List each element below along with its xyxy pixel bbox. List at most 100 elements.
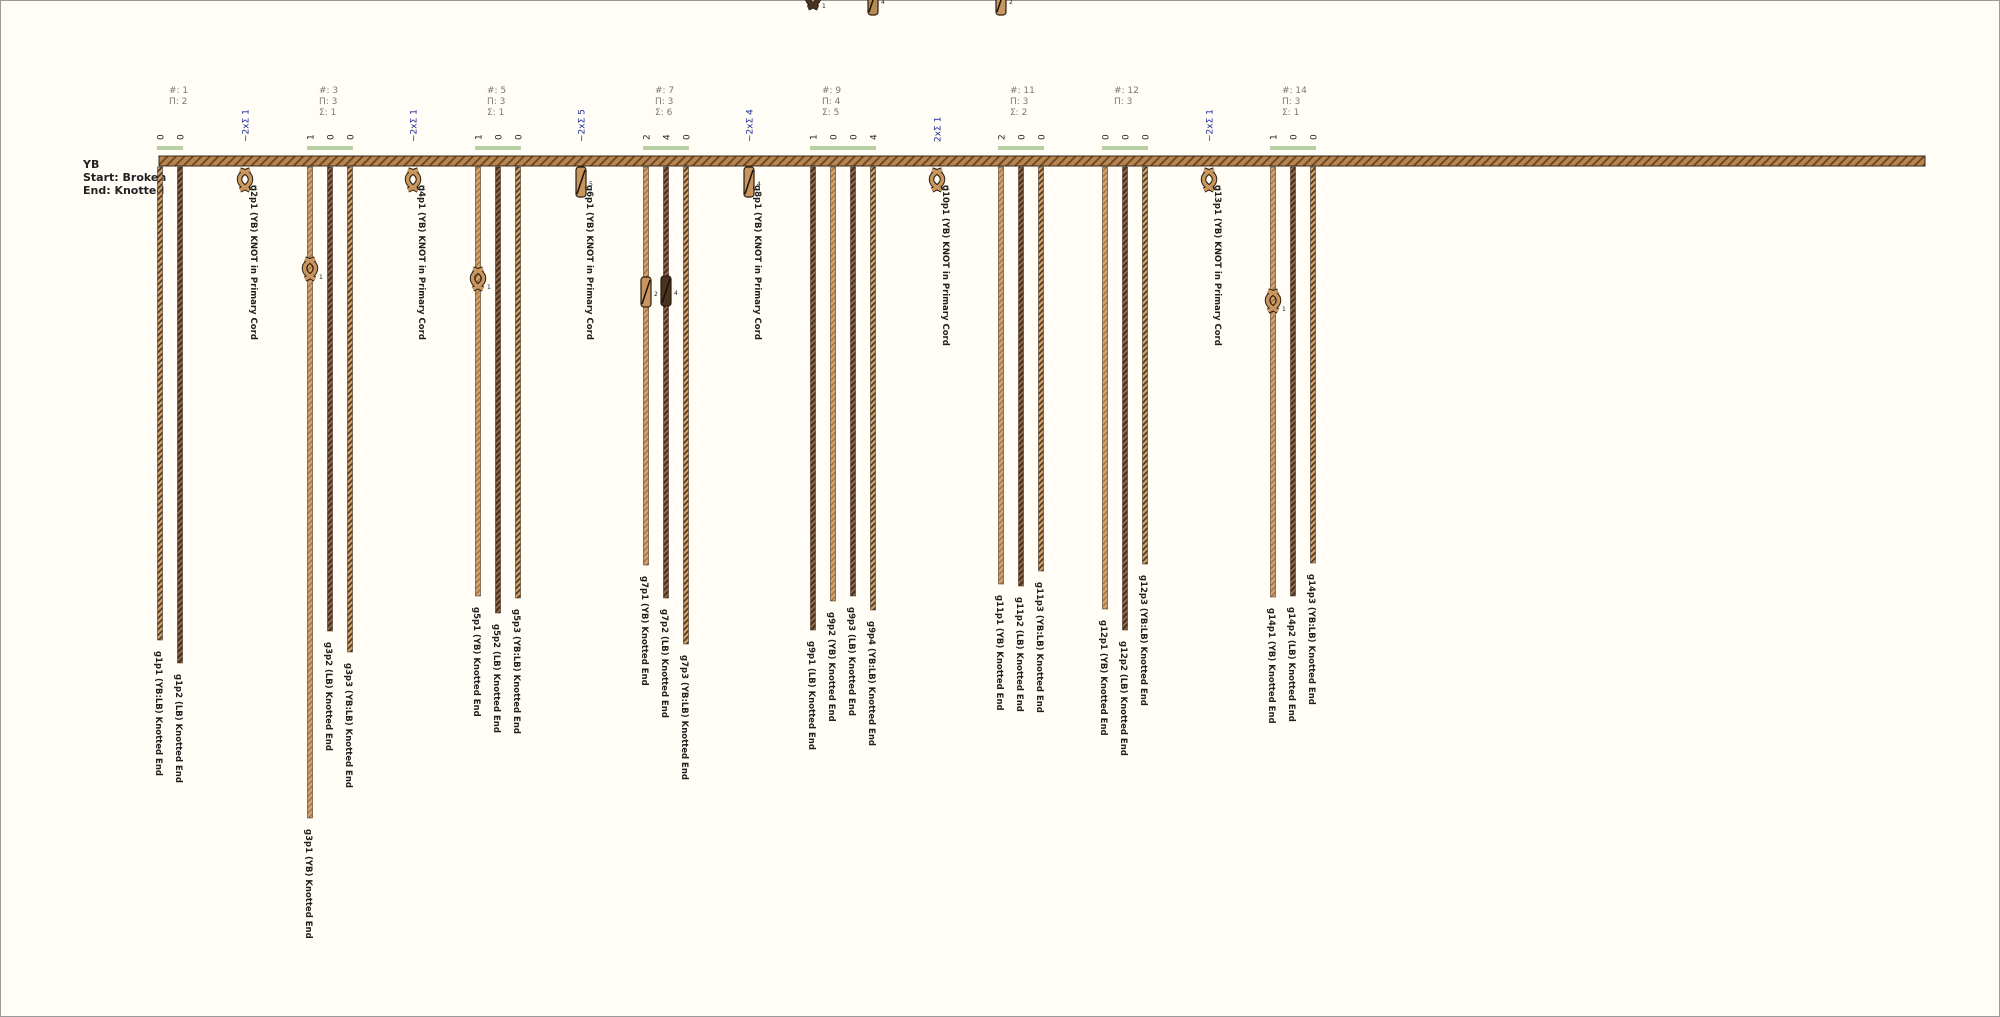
figure8-knot: 1: [469, 266, 491, 292]
knot-fill: [1265, 289, 1281, 313]
knot-count: 2: [1009, 0, 1013, 6]
cord-line: [1122, 166, 1128, 631]
cord-label: g5p2 (LB) Knotted End: [491, 624, 501, 733]
cord-value: 0: [1102, 134, 1112, 140]
group-stat: Σ: 1: [319, 108, 336, 118]
group-stat: #: 7: [655, 86, 674, 96]
cord-label: g9p2 (YB) Knotted End: [826, 612, 836, 722]
knot-stripe: [744, 169, 754, 195]
cord-label: g9p1 (LB) Knotted End: [806, 641, 816, 750]
cord-line: [327, 166, 333, 632]
cord-line: [1018, 166, 1024, 587]
group-marker: [643, 146, 689, 150]
knot-body: [995, 0, 1007, 16]
cord-value: 0: [515, 134, 525, 140]
long-knot: 4: [660, 275, 678, 307]
knot-fill: [405, 168, 421, 192]
figure8-knot: 1: [1264, 288, 1286, 314]
cord-line: [307, 166, 313, 819]
pendant-cord: g12p2 (LB) Knotted End: [1118, 166, 1128, 756]
cord-value: 1: [307, 134, 317, 140]
pendant-cord: 4 g9p4 (YB:LB) Knotted End: [866, 0, 885, 746]
group-marker: [1102, 146, 1148, 150]
pendant-cord: g11p2 (LB) Knotted End: [1014, 166, 1024, 712]
cord-value: 0: [495, 134, 505, 140]
pendant-cord: g12p3 (YB:LB) Knotted End: [1138, 166, 1148, 706]
cord-line: [475, 166, 481, 597]
knot-count: 1: [822, 3, 826, 10]
group-stat: #: 12: [1114, 86, 1139, 96]
figure8-knot: 1: [1200, 167, 1222, 193]
group-stat: Σ: 5: [822, 108, 839, 118]
group-stat: #: 3: [319, 86, 338, 96]
knot-fill: [1201, 168, 1217, 192]
cord-label: g5p3 (YB:LB) Knotted End: [511, 609, 521, 734]
figure8-knot: 1: [805, 0, 826, 11]
group-stat: Σ: 6: [655, 108, 673, 118]
group-marker: [1270, 146, 1316, 150]
cord-label: g11p1 (YB) Knotted End: [994, 595, 1004, 711]
knot-count: 1: [487, 284, 491, 291]
sum-label: ~2xΣ 4: [746, 109, 756, 142]
pendant-cord: 2 g11p1 (YB) Knotted End: [994, 0, 1013, 711]
long-knot: 2: [995, 0, 1013, 16]
knot-count: 4: [674, 290, 678, 297]
cord-line: [1310, 166, 1316, 564]
knot-stripe: [641, 279, 651, 305]
pendant-cord: g7p3 (YB:LB) Knotted End: [679, 166, 689, 780]
cord-label: g12p1 (YB) Knotted End: [1098, 620, 1108, 736]
cord-line: [1038, 166, 1044, 572]
pendant-cord: 1 g5p1 (YB) Knotted End: [469, 166, 491, 717]
cord-label: g1p1 (YB:LB) Knotted End: [153, 651, 163, 776]
cord-value: 2: [643, 134, 653, 140]
group-stat: #: 1: [169, 86, 188, 96]
khipu-info: YB Start: Broken End: Knotted: [83, 158, 166, 197]
pendant-cord: g9p2 (YB) Knotted End: [826, 166, 836, 722]
cord-value: 0: [1018, 134, 1028, 140]
group-stat: #: 9: [822, 86, 841, 96]
group-stat: Σ: 2: [1010, 108, 1027, 118]
cord-value: 4: [663, 134, 673, 140]
cord-label: g14p2 (LB) Knotted End: [1286, 607, 1296, 722]
khipu-end-label: End: Knotted: [83, 184, 165, 197]
knot-body: [867, 0, 879, 16]
cord-value: 1: [475, 134, 485, 140]
sum-label: ~2xΣ 5: [578, 109, 588, 142]
pendant-cord: g3p3 (YB:LB) Knotted End: [343, 166, 353, 788]
cord-line: [683, 166, 689, 645]
long-knot: 4: [867, 0, 885, 16]
cord-label: g3p1 (YB) Knotted End: [303, 829, 313, 939]
sum-label: ~2xΣ 1: [410, 109, 420, 142]
group-stat: Π: 2: [169, 97, 187, 107]
knot-stripe: [868, 0, 874, 13]
cord-value: 0: [1310, 134, 1320, 140]
knot-fill: [806, 0, 820, 10]
cord-line: [830, 166, 836, 602]
pendant-cord: g14p3 (YB:LB) Knotted End: [1306, 166, 1316, 705]
cord-label: g5p1 (YB) Knotted End: [471, 607, 481, 717]
sum-label: ~2xΣ 1: [242, 109, 252, 142]
knot-count: 4: [881, 0, 885, 6]
cord-value: 0: [830, 134, 840, 140]
cord-value: 0: [177, 134, 187, 140]
group-stat: Π: 3: [1114, 97, 1132, 107]
cord-value: 0: [1290, 134, 1300, 140]
knot-count: 1: [946, 185, 950, 192]
knot-count: 1: [1282, 306, 1286, 313]
long-knot: 4: [743, 166, 761, 198]
long-knot: 2: [640, 276, 658, 308]
primary-knot-label: g4p1 (YB) KNOT in Primary Cord: [416, 185, 426, 340]
cord-label: g12p2 (LB) Knotted End: [1118, 641, 1128, 756]
cord-line: [1142, 166, 1148, 565]
knot-count: 1: [254, 185, 258, 192]
cord-value: 0: [327, 134, 337, 140]
group-stat: Π: 3: [1010, 97, 1028, 107]
group-marker: [998, 146, 1044, 150]
cord-value: 1: [810, 134, 820, 140]
group-marker: [475, 146, 521, 150]
pendant-cord: g12p1 (YB) Knotted End: [1098, 166, 1108, 736]
